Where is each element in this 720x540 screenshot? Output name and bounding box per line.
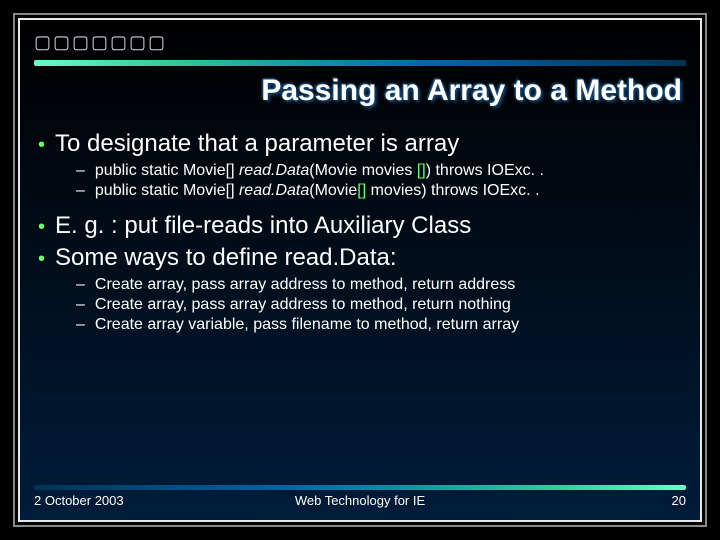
bullet-dot-icon: • <box>38 216 45 239</box>
bullet-dash-icon: – <box>76 162 85 180</box>
bullet-sub-item: – public static Movie[] read.Data(Movie … <box>76 162 686 180</box>
bullet-dash-icon: – <box>76 316 85 334</box>
bullet-dash-icon: – <box>76 276 85 294</box>
code-suffix: ) throws IOExc. . <box>426 162 544 179</box>
bullet-text: public static Movie[] read.Data(Movie mo… <box>95 162 544 180</box>
spacer <box>38 202 686 212</box>
slide-frame: ▢▢▢▢▢▢▢ Passing an Array to a Method • T… <box>18 18 702 522</box>
bullet-item: • E. g. : put file-reads into Auxiliary … <box>38 212 686 240</box>
bullet-dash-icon: – <box>76 296 85 314</box>
top-divider <box>34 60 686 66</box>
code-mid: (Movie movies <box>309 162 417 179</box>
slide-title: Passing an Array to a Method <box>20 74 682 108</box>
bullet-text: Create array, pass array address to meth… <box>95 296 511 314</box>
slide-content: • To designate that a parameter is array… <box>38 130 686 336</box>
footer-page-number: 20 <box>672 493 686 508</box>
bullet-sub-item: – Create array, pass array address to me… <box>76 276 686 294</box>
code-highlight: [] <box>417 162 426 179</box>
bullet-text: public static Movie[] read.Data(Movie[] … <box>95 182 540 200</box>
bullet-text: Create array variable, pass filename to … <box>95 316 519 334</box>
bullet-dash-icon: – <box>76 182 85 200</box>
bottom-divider <box>34 485 686 490</box>
bullet-sub-item: – Create array variable, pass filename t… <box>76 316 686 334</box>
code-mid: (Movie <box>309 182 357 199</box>
code-prefix: public static Movie[] <box>95 182 239 199</box>
footer-title: Web Technology for IE <box>20 493 700 508</box>
bullet-text: Create array, pass array address to meth… <box>95 276 515 294</box>
bullet-text: E. g. : put file-reads into Auxiliary Cl… <box>55 212 471 240</box>
bullet-dot-icon: • <box>38 248 45 271</box>
bullet-text: Some ways to define read.Data: <box>55 244 397 272</box>
code-italic: read.Data <box>239 162 309 179</box>
bullet-item: • To designate that a parameter is array <box>38 130 686 158</box>
code-italic: read.Data <box>239 182 309 199</box>
bullet-item: • Some ways to define read.Data: <box>38 244 686 272</box>
code-prefix: public static Movie[] <box>95 162 239 179</box>
bullet-text: To designate that a parameter is array <box>55 130 459 158</box>
bullet-sub-item: – Create array, pass array address to me… <box>76 296 686 314</box>
code-suffix: movies) throws IOExc. . <box>366 182 539 199</box>
decor-glyphs: ▢▢▢▢▢▢▢ <box>34 32 167 53</box>
code-highlight: [] <box>357 182 366 199</box>
bullet-sub-item: – public static Movie[] read.Data(Movie[… <box>76 182 686 200</box>
bullet-dot-icon: • <box>38 134 45 157</box>
